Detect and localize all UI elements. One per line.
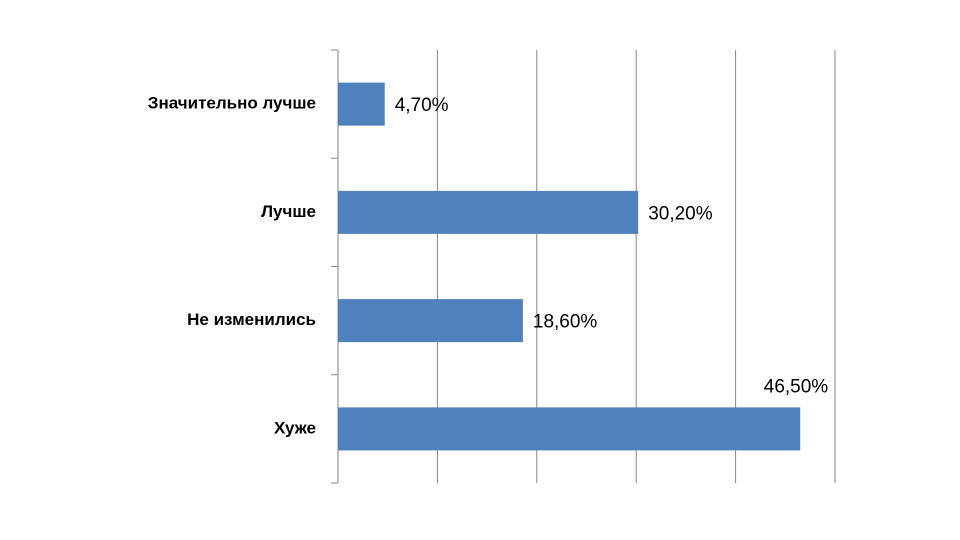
y-tick-label: Лучше: [261, 202, 316, 221]
y-tick-label: Хуже: [274, 418, 316, 437]
bar: [338, 407, 801, 451]
y-tick-label: Не изменились: [187, 310, 316, 329]
bar: [338, 190, 639, 234]
data-label: 30,20%: [648, 203, 713, 224]
bar: [338, 82, 385, 126]
y-tick-label: Значительно лучше: [148, 94, 316, 113]
bar: [338, 299, 523, 343]
data-label: 18,60%: [533, 312, 598, 333]
data-label: 46,50%: [764, 376, 829, 397]
data-label: 4,70%: [395, 95, 449, 116]
